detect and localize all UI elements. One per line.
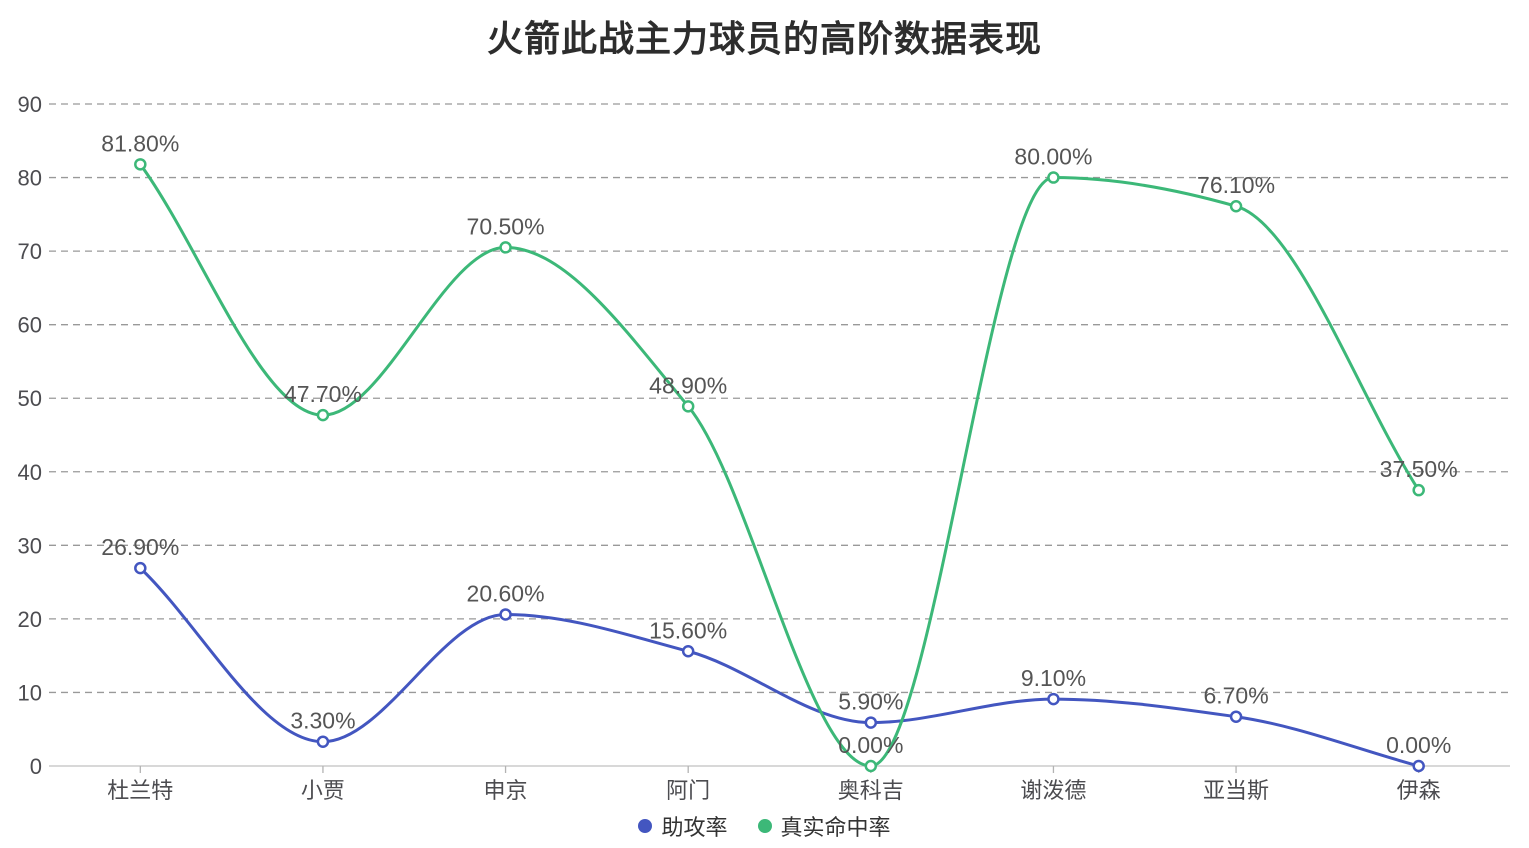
data-point-true-shooting[interactable] bbox=[681, 400, 695, 413]
data-point-assist-rate[interactable] bbox=[499, 608, 512, 621]
data-point-assist-rate[interactable] bbox=[1412, 759, 1425, 773]
data-point-assist-rate[interactable] bbox=[1047, 692, 1060, 706]
data-point-assist-rate[interactable] bbox=[1229, 710, 1243, 723]
x-axis-label: 杜兰特 bbox=[107, 778, 173, 803]
legend-label: 助攻率 bbox=[661, 815, 728, 840]
data-point-label: 6.70% bbox=[1203, 683, 1268, 709]
data-point-label: 70.50% bbox=[467, 213, 545, 239]
legend-item-true-shooting[interactable]: 真实命中率 bbox=[757, 810, 891, 842]
data-point-label: 26.90% bbox=[101, 534, 179, 560]
data-point-true-shooting[interactable] bbox=[1412, 483, 1425, 497]
data-point-label: 5.90% bbox=[838, 689, 903, 715]
x-axis-label: 伊森 bbox=[1397, 778, 1441, 803]
y-axis-label: 20 bbox=[18, 607, 42, 632]
data-point-label: 47.70% bbox=[284, 381, 362, 407]
data-point-label: 37.50% bbox=[1380, 456, 1458, 482]
x-axis-label: 申京 bbox=[484, 778, 528, 803]
x-axis-label: 亚当斯 bbox=[1203, 778, 1269, 803]
data-point-assist-rate[interactable] bbox=[864, 716, 878, 729]
data-point-label: 0.00% bbox=[1386, 732, 1451, 758]
legend-label: 真实命中率 bbox=[780, 815, 891, 840]
y-axis-label: 30 bbox=[18, 533, 42, 558]
series-line-assist-rate bbox=[138, 566, 1421, 768]
data-point-label: 48.90% bbox=[649, 372, 727, 398]
x-axis-label: 阿门 bbox=[666, 778, 710, 803]
chart-legend: 助攻率 真实命中率 bbox=[0, 810, 1529, 842]
data-point-label: 20.60% bbox=[467, 580, 545, 606]
data-point-true-shooting[interactable] bbox=[1047, 171, 1060, 184]
data-point-assist-rate[interactable] bbox=[134, 561, 147, 575]
x-axis-label: 小贾 bbox=[301, 778, 345, 803]
data-point-label: 15.60% bbox=[649, 617, 727, 643]
legend-dot-icon bbox=[757, 819, 772, 833]
data-point-true-shooting[interactable] bbox=[316, 408, 330, 422]
y-axis-label: 90 bbox=[18, 92, 42, 117]
data-point-true-shooting[interactable] bbox=[499, 241, 512, 254]
data-point-label: 81.80% bbox=[101, 130, 179, 156]
data-point-assist-rate[interactable] bbox=[316, 735, 330, 748]
series-line-true-shooting bbox=[138, 162, 1421, 768]
data-point-label: 9.10% bbox=[1021, 665, 1086, 691]
y-axis-label: 10 bbox=[18, 680, 42, 705]
chart-title: 火箭此战主力球员的高阶数据表现 bbox=[486, 18, 1042, 59]
data-point-true-shooting[interactable] bbox=[864, 759, 878, 773]
data-point-assist-rate[interactable] bbox=[681, 645, 695, 658]
legend-dot-icon bbox=[638, 819, 653, 833]
y-axis-label: 60 bbox=[18, 313, 42, 338]
data-point-label: 0.00% bbox=[838, 732, 903, 758]
x-axis-label: 奥科吉 bbox=[838, 778, 904, 803]
data-point-true-shooting[interactable] bbox=[134, 158, 147, 171]
y-axis-label: 70 bbox=[18, 239, 42, 264]
data-point-label: 3.30% bbox=[290, 708, 355, 734]
x-axis-label: 谢泼德 bbox=[1020, 778, 1086, 803]
y-axis-label: 40 bbox=[18, 460, 42, 485]
y-axis-label: 0 bbox=[30, 754, 42, 779]
legend-item-assist-rate[interactable]: 助攻率 bbox=[638, 810, 728, 842]
y-axis-label: 80 bbox=[18, 166, 42, 191]
data-point-label: 76.10% bbox=[1197, 172, 1275, 198]
data-point-label: 80.00% bbox=[1014, 144, 1092, 170]
y-axis-label: 50 bbox=[18, 386, 42, 411]
data-point-true-shooting[interactable] bbox=[1229, 199, 1243, 213]
